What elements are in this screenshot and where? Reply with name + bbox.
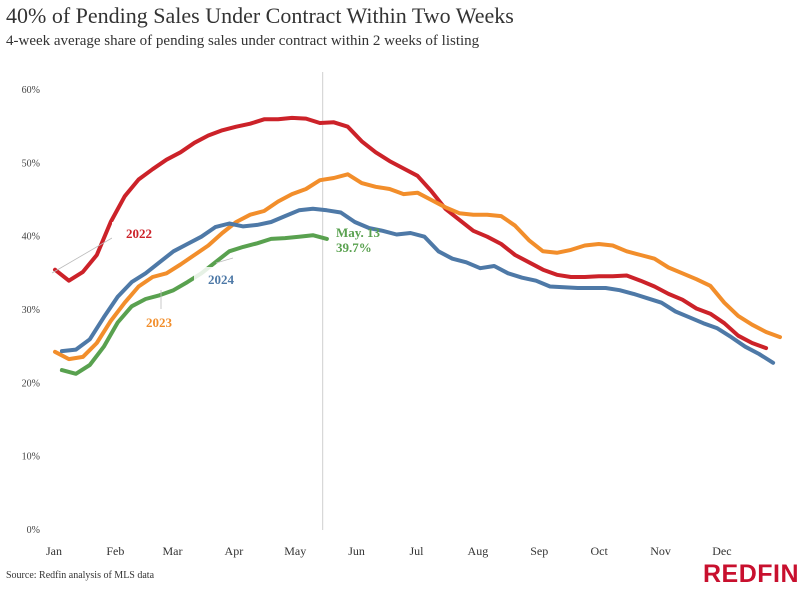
x-tick-label: Apr (225, 544, 244, 558)
x-tick-label: Aug (468, 544, 489, 558)
series-line-2024 (59, 206, 776, 365)
y-tick-label: 0% (27, 525, 40, 536)
label-background (112, 222, 170, 246)
y-tick-label: 60% (22, 85, 40, 96)
brand-logo: REDFIN (703, 560, 800, 588)
series-label-2025: May. 13 (336, 225, 381, 240)
label-leader-line (215, 257, 234, 264)
series-label-2024: 2024 (208, 272, 235, 287)
series-label-2022: 2022 (126, 226, 152, 241)
y-tick-label: 40% (22, 232, 40, 243)
x-tick-label: May (284, 544, 306, 558)
x-tick-label: Jul (410, 544, 425, 558)
label-background (194, 267, 252, 291)
label-background (134, 309, 192, 333)
x-tick-label: Jan (46, 544, 62, 558)
x-tick-label: Nov (650, 544, 671, 558)
series-label-2023: 2023 (146, 315, 173, 330)
x-tick-label: Dec (712, 544, 731, 558)
y-axis: 0% 10% 20% 30% 40% 50% 60% (22, 85, 40, 536)
x-tick-label: Mar (163, 544, 183, 558)
y-tick-label: 20% (22, 378, 40, 389)
y-tick-label: 50% (22, 158, 40, 169)
chart-title: 40% of Pending Sales Under Contract With… (6, 3, 514, 28)
x-tick-label: Feb (106, 544, 124, 558)
x-axis: Jan Feb Mar Apr May Jun Jul Aug Sep Oct Nov Dec (46, 544, 732, 558)
label-leader-line (51, 237, 113, 274)
x-tick-label: Sep (530, 544, 548, 558)
y-tick-label: 10% (22, 452, 40, 463)
series-label-2025: 39.7% (336, 240, 372, 255)
y-tick-label: 30% (22, 305, 40, 316)
chart-subtitle: 4-week average share of pending sales un… (6, 33, 480, 49)
x-tick-label: Oct (591, 544, 609, 558)
series-line-2023 (53, 172, 782, 362)
x-tick-label: Jun (348, 544, 365, 558)
series-line-2022 (53, 115, 769, 351)
source-note: Source: Redfin analysis of MLS data (6, 570, 155, 581)
